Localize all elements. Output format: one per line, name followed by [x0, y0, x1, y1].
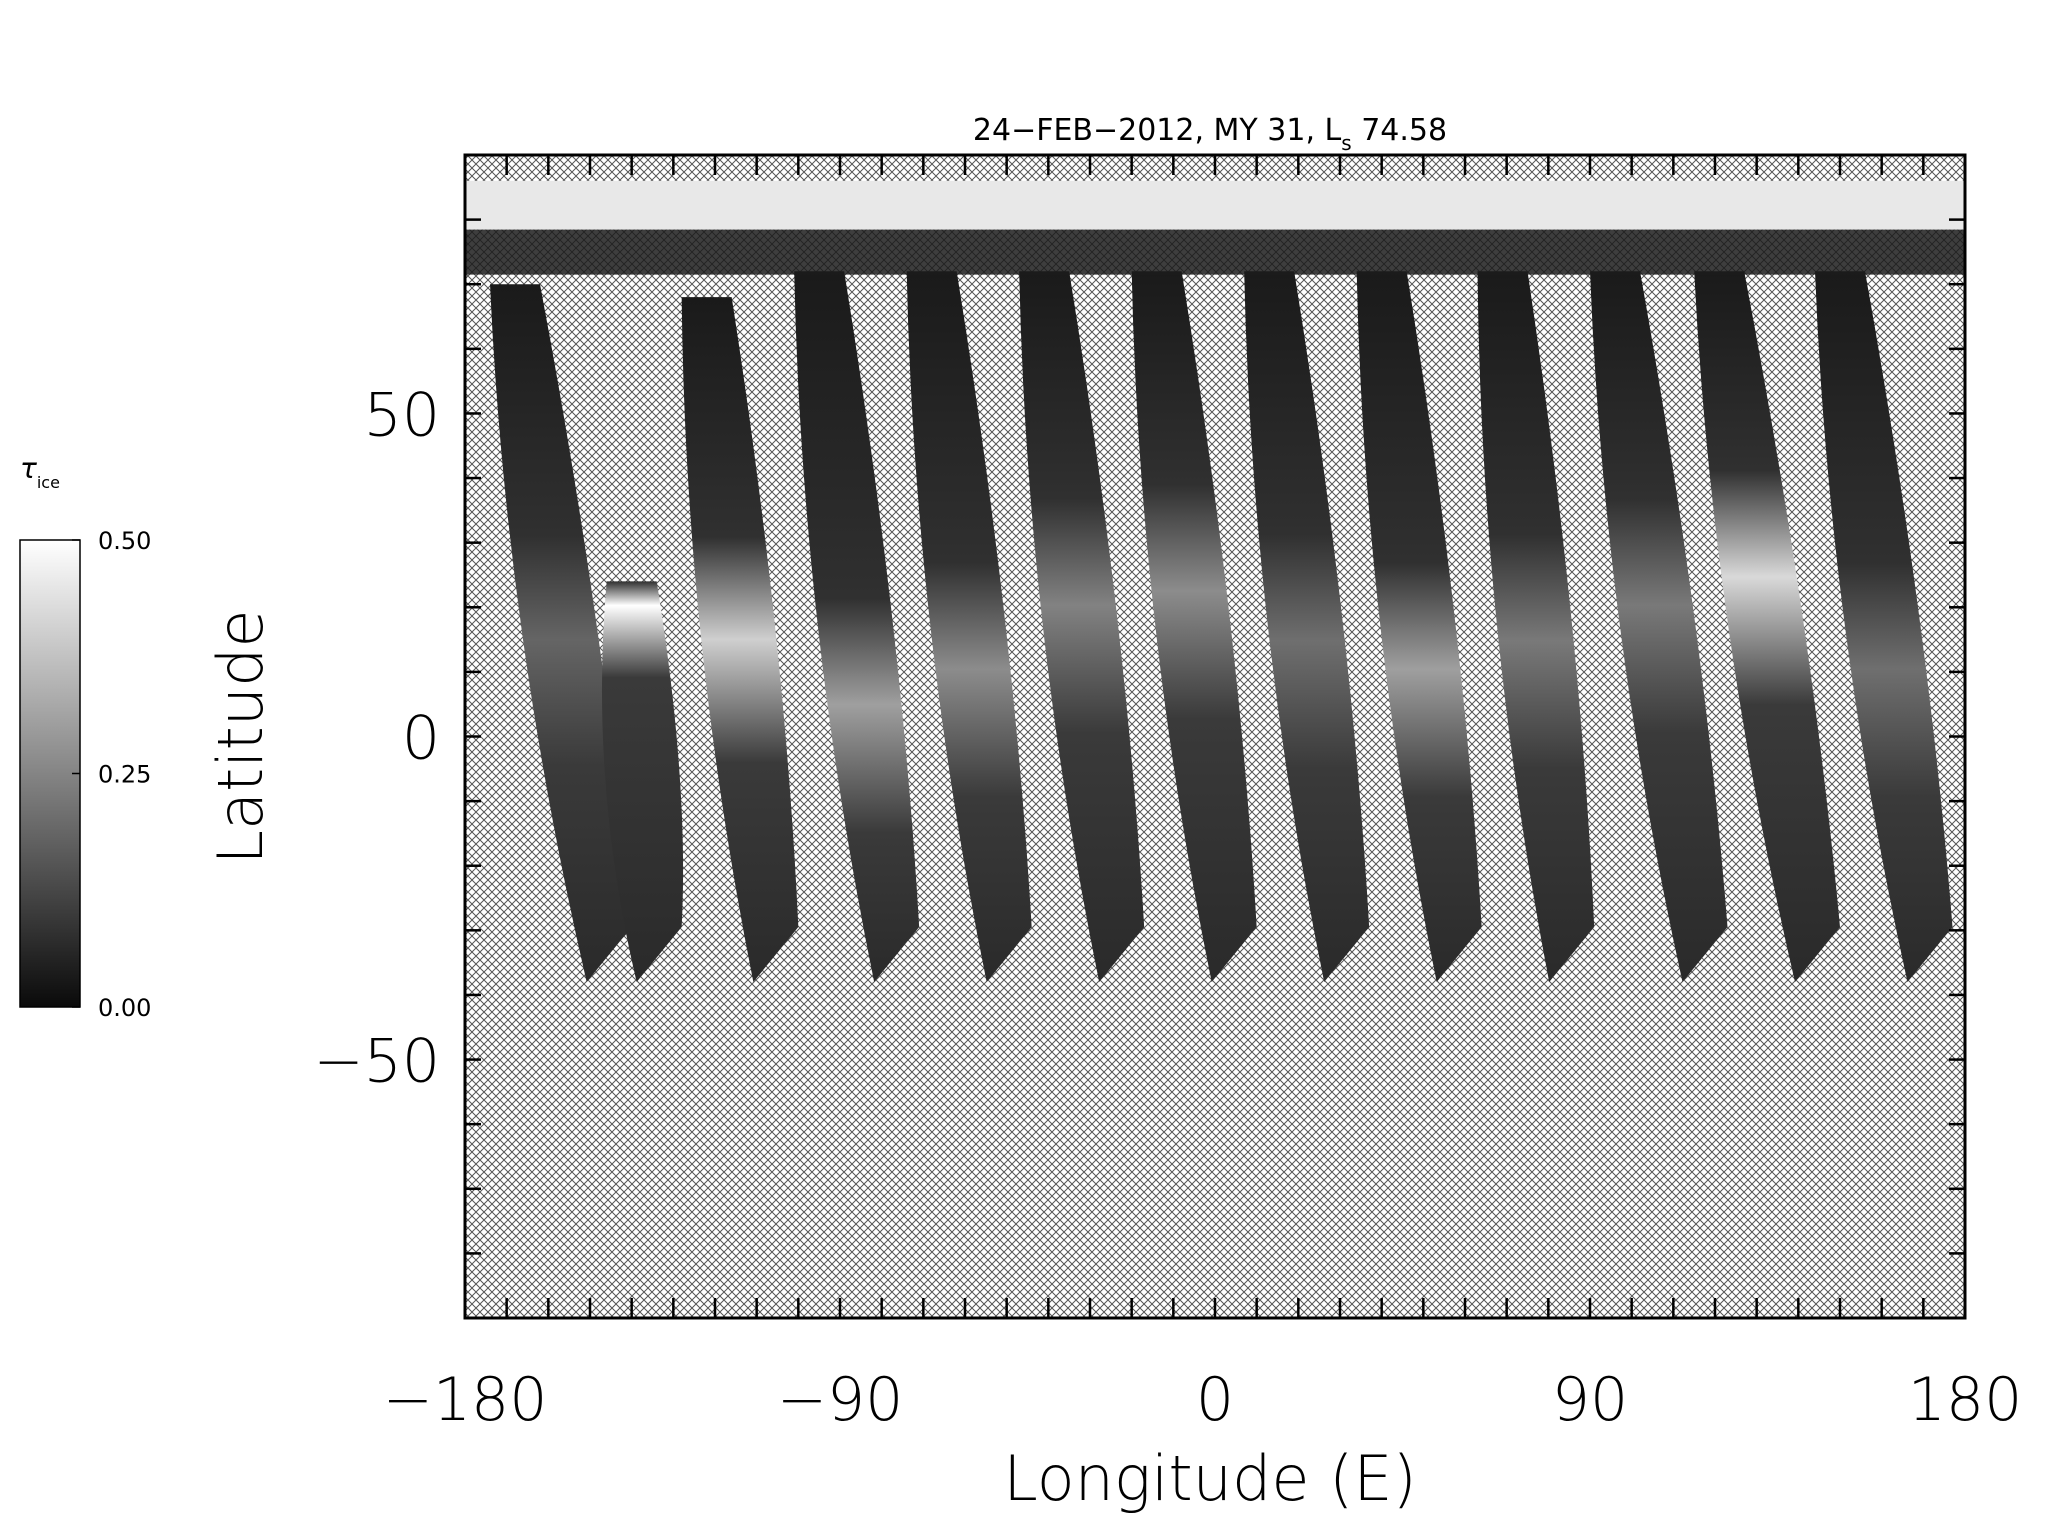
- axis-ticks: [463, 153, 1967, 1320]
- y-tick-label: −50: [313, 1027, 440, 1097]
- swath: [1131, 271, 1257, 983]
- x-axis-label: Longitude (E): [1003, 1442, 1416, 1515]
- x-tick-label: 180: [1908, 1365, 2023, 1435]
- swath: [681, 297, 799, 983]
- colorbar-ticks: 0.50 0.25 0.00: [72, 527, 151, 1022]
- y-axis-label: Latitude: [204, 609, 277, 864]
- title-text: 24−FEB−2012, MY 31, L: [973, 113, 1342, 148]
- swath: [1244, 271, 1370, 983]
- polar-cap: [465, 180, 1965, 230]
- y-tick-label: 0: [402, 704, 440, 774]
- swath: [1815, 271, 1953, 983]
- colorbar-label: τice: [20, 452, 60, 492]
- swath: [1477, 271, 1595, 983]
- swath: [1356, 271, 1482, 983]
- swath: [1694, 271, 1840, 983]
- chart-title: 24−FEB−2012, MY 31, Ls 74.58: [973, 113, 1447, 155]
- colorbar-gradient: [19, 539, 81, 1008]
- swath: [490, 284, 632, 983]
- swath: [1590, 271, 1728, 983]
- x-tick-label: 90: [1552, 1365, 1628, 1435]
- colorbar: τice 0.50 0.25 0.00: [19, 452, 151, 1022]
- x-tick-label: −90: [777, 1365, 904, 1435]
- colorbar-tick-label: 0.50: [98, 527, 151, 555]
- y-tick-label: 50: [364, 380, 440, 450]
- y-tick-labels: 50 0 −50: [313, 380, 440, 1096]
- swath: [794, 271, 920, 983]
- plot-area: [463, 153, 1967, 1320]
- observation-swaths: [490, 271, 1953, 983]
- swath: [906, 271, 1032, 983]
- x-tick-label: −180: [383, 1365, 548, 1435]
- colorbar-tick-label: 0.25: [98, 761, 151, 789]
- x-tick-labels: −180 −90 0 90 180: [383, 1365, 2023, 1435]
- svg-text:24−FEB−2012, MY 31, Ls 74.58: 24−FEB−2012, MY 31, Ls 74.58: [973, 113, 1447, 155]
- colorbar-tick-label: 0.00: [98, 994, 151, 1022]
- swath: [601, 581, 684, 983]
- title-subscript: s: [1341, 131, 1351, 155]
- swath: [1019, 271, 1145, 983]
- polar-edge: [465, 229, 1965, 275]
- colorbar-label-subscript: ice: [37, 473, 60, 492]
- x-tick-label: 0: [1196, 1365, 1234, 1435]
- colorbar-label-symbol: τ: [20, 452, 37, 485]
- title-value: 74.58: [1352, 113, 1447, 148]
- polar-cap-band: [465, 180, 1965, 275]
